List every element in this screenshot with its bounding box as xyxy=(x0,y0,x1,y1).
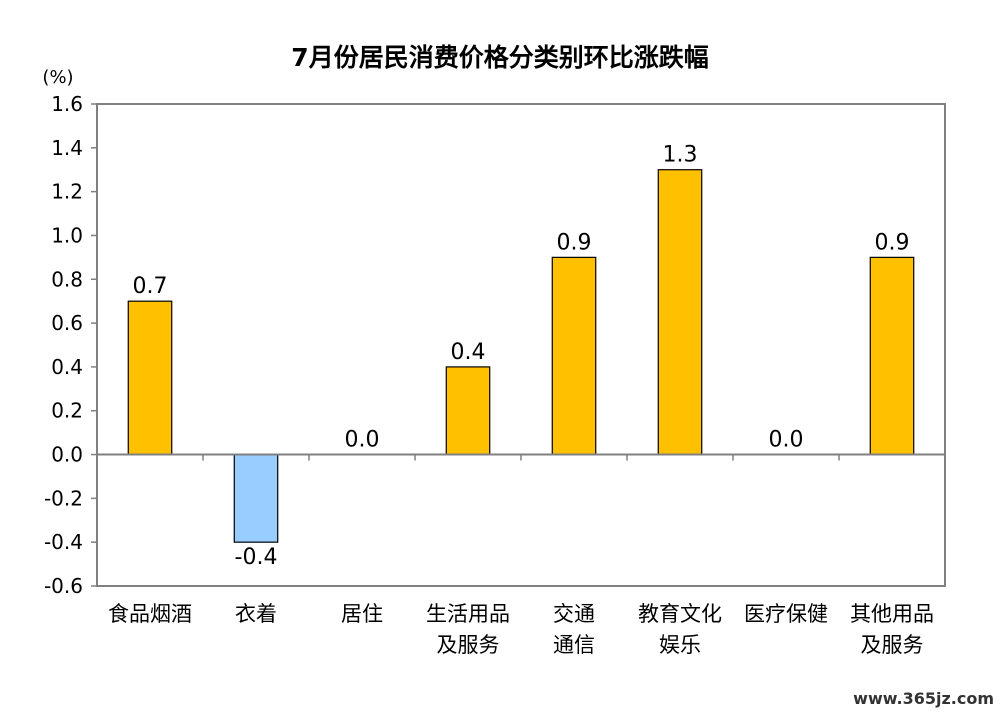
category-label: 交通 xyxy=(553,602,595,626)
category-label: 教育文化 xyxy=(638,602,722,626)
y-tick-label: 0.0 xyxy=(51,443,83,467)
data-labels: 0.7 -0.4 0.0 0.4 0.9 1.3 0.0 0.9 xyxy=(133,143,910,570)
y-tick-label: 0.2 xyxy=(51,399,83,423)
data-label: 1.3 xyxy=(663,143,698,168)
bar xyxy=(657,169,703,456)
y-tick-label: 1.6 xyxy=(51,92,83,116)
y-axis-unit: (%) xyxy=(42,67,73,88)
category-label: 及服务 xyxy=(437,633,500,657)
plot-area xyxy=(96,103,946,587)
data-label: 0.0 xyxy=(345,428,380,453)
bar xyxy=(445,366,491,456)
y-tick-label: 1.2 xyxy=(51,180,83,204)
category-label: 食品烟酒 xyxy=(108,602,192,626)
chart-title: 7月份居民消费价格分类别环比涨跌幅 xyxy=(291,43,708,72)
y-tick-label: 0.6 xyxy=(51,311,83,335)
y-tick-label: -0.6 xyxy=(44,574,83,598)
data-label: 0.9 xyxy=(875,230,910,255)
category-label: 衣着 xyxy=(235,602,277,626)
data-label: 0.7 xyxy=(133,274,168,299)
category-label: 医疗保健 xyxy=(744,602,828,626)
category-label: 及服务 xyxy=(861,633,924,657)
y-tick-label: -0.4 xyxy=(44,530,83,554)
data-label: 0.0 xyxy=(769,428,804,453)
bar xyxy=(551,256,597,456)
y-tick-label: 0.8 xyxy=(51,267,83,291)
y-tick-label: 1.4 xyxy=(51,136,83,160)
category-label: 居住 xyxy=(341,602,383,626)
category-label: 其他用品 xyxy=(850,602,934,626)
y-tick-label: 0.4 xyxy=(51,355,83,379)
bars xyxy=(127,169,915,543)
category-label: 娱乐 xyxy=(659,633,701,657)
watermark: www.365jz.com xyxy=(853,689,994,708)
category-label: 生活用品 xyxy=(426,602,510,626)
y-tick-label: -0.2 xyxy=(44,486,83,510)
category-label: 通信 xyxy=(553,633,595,657)
y-axis: -0.6 -0.4 -0.2 0.0 0.2 0.4 0.6 0.8 1.0 1.2 1.4 1.6 xyxy=(44,92,840,598)
y-tick-label: 1.0 xyxy=(51,223,83,247)
bar xyxy=(869,256,915,456)
bar xyxy=(127,300,173,456)
data-label: 0.9 xyxy=(557,230,592,255)
bar xyxy=(233,453,279,543)
data-label: 0.4 xyxy=(451,340,486,365)
data-label: -0.4 xyxy=(235,545,278,570)
